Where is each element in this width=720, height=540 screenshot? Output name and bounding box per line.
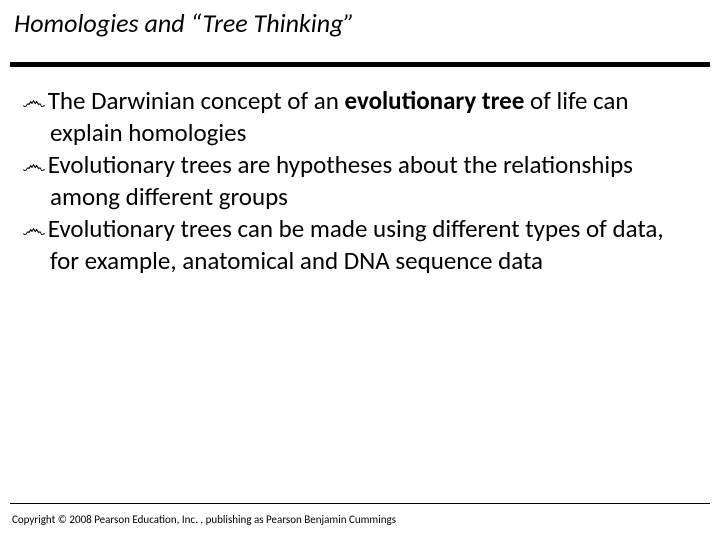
bullet-item: ෴Evolutionary trees can be made using di… xyxy=(22,214,692,276)
body-text: ෴The Darwinian concept of an evolutionar… xyxy=(22,86,692,278)
bullet-text-prefix: Evolutionary trees can be made using dif… xyxy=(48,213,664,276)
bullet-icon: ෴ xyxy=(22,216,48,243)
bottom-divider xyxy=(10,503,710,504)
bullet-text-bold: evolutionary tree xyxy=(345,85,525,116)
bullet-icon: ෴ xyxy=(22,88,48,115)
bullet-text-prefix: The Darwinian concept of an xyxy=(48,85,345,116)
bullet-text-prefix: Evolutionary trees are hypotheses about … xyxy=(48,149,633,212)
slide: Homologies and “Tree Thinking” ෴The Darw… xyxy=(0,0,720,540)
bullet-item: ෴The Darwinian concept of an evolutionar… xyxy=(22,86,692,148)
copyright-footer: Copyright © 2008 Pearson Education, Inc.… xyxy=(12,513,396,526)
slide-title: Homologies and “Tree Thinking” xyxy=(14,8,706,39)
top-divider xyxy=(10,62,710,67)
bullet-item: ෴Evolutionary trees are hypotheses about… xyxy=(22,150,692,212)
bullet-icon: ෴ xyxy=(22,152,48,179)
